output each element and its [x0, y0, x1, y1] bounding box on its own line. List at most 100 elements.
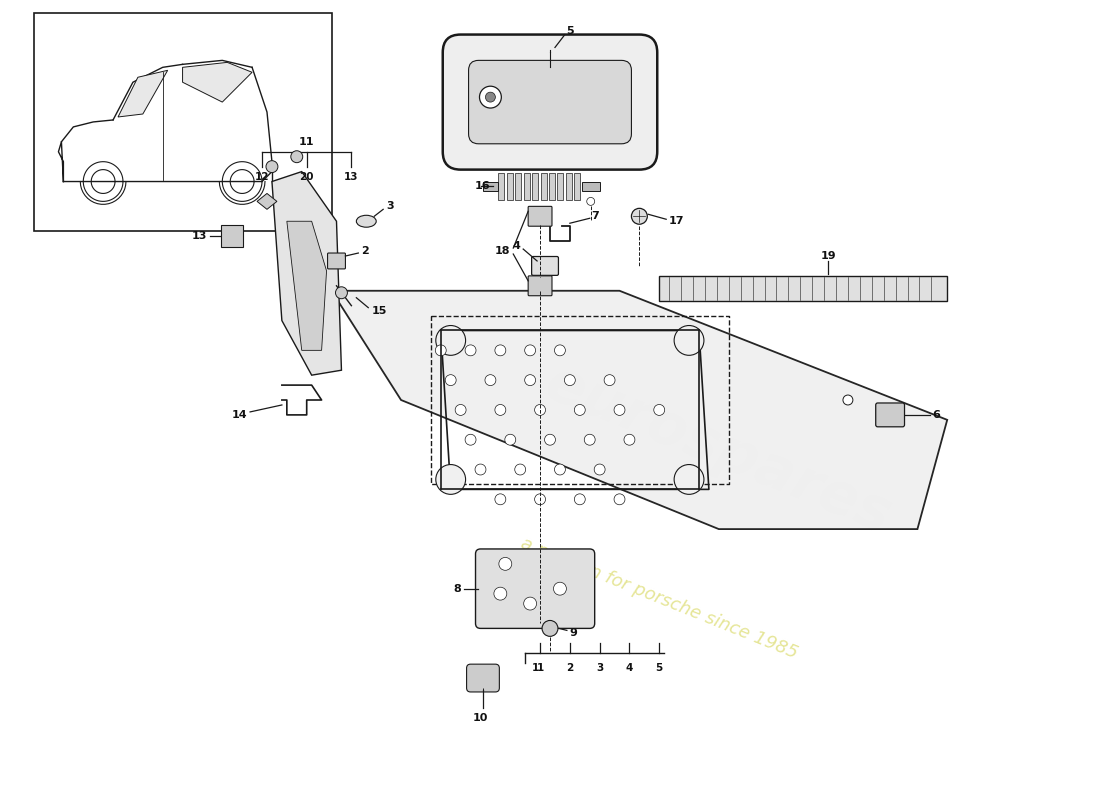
Text: 5: 5: [656, 663, 663, 673]
Text: eurospares: eurospares: [537, 354, 901, 545]
Circle shape: [525, 374, 536, 386]
Circle shape: [505, 434, 516, 445]
Text: 1: 1: [537, 663, 543, 673]
Circle shape: [843, 395, 852, 405]
FancyBboxPatch shape: [524, 173, 529, 200]
FancyBboxPatch shape: [34, 13, 331, 231]
Circle shape: [465, 434, 476, 445]
Circle shape: [336, 286, 348, 298]
Circle shape: [594, 464, 605, 475]
Circle shape: [554, 464, 565, 475]
Text: 13: 13: [192, 231, 208, 241]
FancyBboxPatch shape: [515, 173, 521, 200]
Circle shape: [553, 582, 566, 595]
FancyBboxPatch shape: [582, 182, 600, 191]
Text: 9: 9: [570, 628, 578, 638]
Polygon shape: [118, 70, 167, 117]
Circle shape: [290, 150, 303, 162]
Circle shape: [499, 558, 512, 570]
Text: 3: 3: [596, 663, 603, 673]
FancyBboxPatch shape: [221, 226, 243, 247]
Circle shape: [544, 434, 556, 445]
Text: 4: 4: [626, 663, 634, 673]
FancyBboxPatch shape: [549, 173, 556, 200]
FancyBboxPatch shape: [531, 257, 559, 275]
Text: 7: 7: [591, 211, 598, 222]
Circle shape: [564, 374, 575, 386]
Circle shape: [584, 434, 595, 445]
FancyBboxPatch shape: [558, 173, 563, 200]
FancyBboxPatch shape: [532, 173, 538, 200]
FancyBboxPatch shape: [528, 276, 552, 296]
Text: 3: 3: [386, 202, 394, 211]
Text: 5: 5: [566, 26, 574, 35]
FancyBboxPatch shape: [442, 34, 658, 170]
Circle shape: [436, 326, 465, 355]
Polygon shape: [257, 194, 277, 210]
FancyBboxPatch shape: [540, 173, 547, 200]
Text: 13: 13: [344, 171, 359, 182]
Circle shape: [446, 374, 456, 386]
Circle shape: [604, 374, 615, 386]
Circle shape: [455, 405, 466, 415]
Text: 1: 1: [531, 663, 539, 673]
Circle shape: [586, 198, 595, 206]
Polygon shape: [659, 276, 947, 301]
FancyBboxPatch shape: [507, 173, 513, 200]
Circle shape: [485, 374, 496, 386]
Circle shape: [574, 494, 585, 505]
Circle shape: [535, 494, 546, 505]
Circle shape: [480, 86, 502, 108]
Text: 14: 14: [231, 410, 248, 420]
Text: 19: 19: [821, 251, 836, 261]
Circle shape: [436, 465, 465, 494]
Text: 12: 12: [255, 171, 270, 182]
FancyBboxPatch shape: [466, 664, 499, 692]
Circle shape: [614, 405, 625, 415]
Text: 2: 2: [361, 246, 370, 256]
Polygon shape: [272, 171, 341, 375]
Text: 15: 15: [372, 306, 386, 316]
Circle shape: [495, 494, 506, 505]
Text: 10: 10: [473, 713, 488, 722]
Text: 11: 11: [299, 137, 315, 147]
Circle shape: [465, 345, 476, 356]
FancyBboxPatch shape: [328, 253, 345, 269]
Text: 6: 6: [933, 410, 940, 420]
Text: a passion for porsche since 1985: a passion for porsche since 1985: [518, 534, 801, 662]
Ellipse shape: [356, 215, 376, 227]
FancyBboxPatch shape: [528, 206, 552, 226]
Circle shape: [515, 464, 526, 475]
Circle shape: [624, 434, 635, 445]
Circle shape: [494, 587, 507, 600]
Circle shape: [266, 161, 278, 173]
Text: 2: 2: [566, 663, 573, 673]
FancyBboxPatch shape: [475, 549, 595, 629]
Polygon shape: [331, 290, 947, 529]
Circle shape: [436, 345, 447, 356]
Text: 4: 4: [513, 241, 520, 251]
Text: 16: 16: [475, 182, 491, 191]
Circle shape: [542, 621, 558, 636]
FancyBboxPatch shape: [498, 173, 504, 200]
FancyBboxPatch shape: [484, 182, 498, 191]
Circle shape: [524, 597, 537, 610]
Polygon shape: [183, 62, 252, 102]
Circle shape: [653, 405, 664, 415]
FancyBboxPatch shape: [876, 403, 904, 427]
Circle shape: [631, 208, 647, 224]
FancyBboxPatch shape: [565, 173, 572, 200]
Circle shape: [485, 92, 495, 102]
Circle shape: [535, 405, 546, 415]
Circle shape: [475, 464, 486, 475]
FancyBboxPatch shape: [469, 60, 631, 144]
Text: 8: 8: [453, 584, 461, 594]
Text: 17: 17: [669, 216, 684, 226]
Text: 18: 18: [495, 246, 510, 256]
Text: 20: 20: [299, 171, 314, 182]
Circle shape: [674, 326, 704, 355]
Circle shape: [495, 405, 506, 415]
Circle shape: [674, 465, 704, 494]
Polygon shape: [287, 222, 327, 350]
Circle shape: [525, 345, 536, 356]
